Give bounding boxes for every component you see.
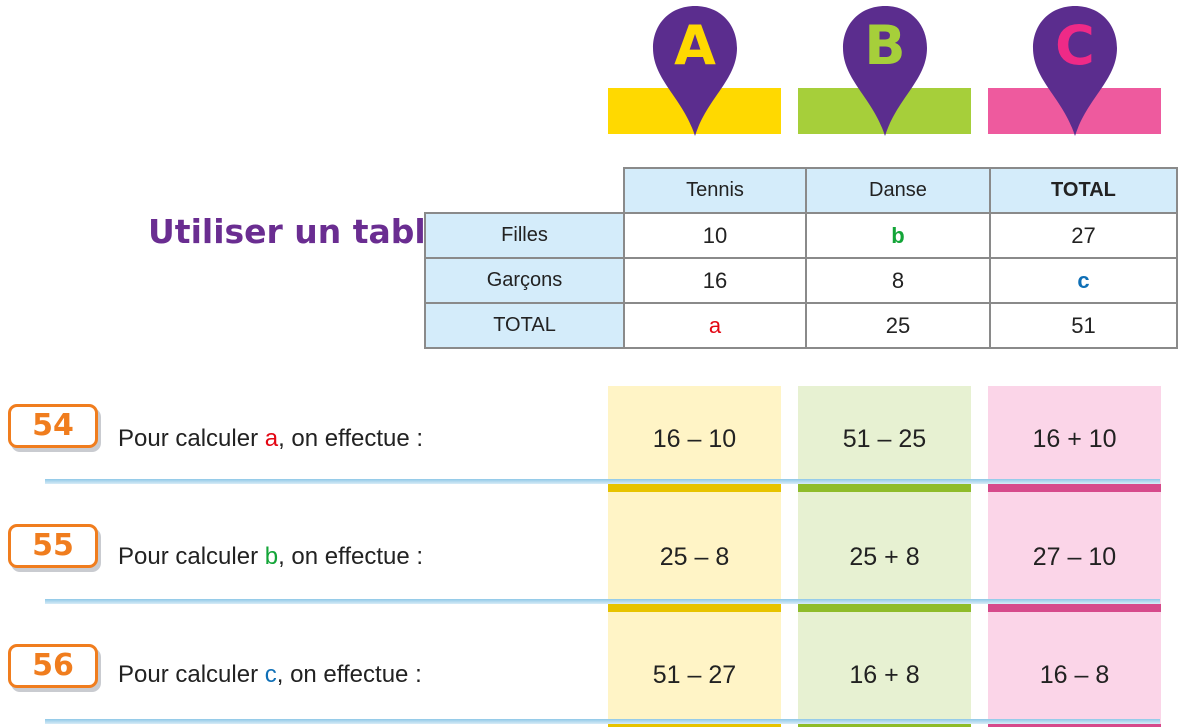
cell-total-danse: 25 xyxy=(805,302,991,349)
row-label-total: TOTAL xyxy=(423,302,626,349)
cell-total-total: 51 xyxy=(988,302,1178,349)
accent-c xyxy=(988,604,1161,612)
header-danse: Danse xyxy=(805,167,991,214)
row-label-garcons: Garçons xyxy=(423,257,626,304)
answer-a-option[interactable]: 16 – 10 xyxy=(652,425,737,453)
accent-a xyxy=(608,484,781,492)
question-suffix: , on effectue : xyxy=(276,661,422,688)
pin-c-letter: C xyxy=(1055,14,1095,77)
cell-filles-danse: b xyxy=(805,212,991,259)
accent-b xyxy=(798,724,971,727)
row-divider xyxy=(45,479,1160,484)
pin-b-letter: B xyxy=(864,14,906,77)
row-divider xyxy=(45,719,1160,724)
question-variable-a: a xyxy=(264,425,279,452)
question-prefix: Pour calculer xyxy=(118,425,265,452)
table-corner xyxy=(425,168,626,214)
question-prefix: Pour calculer xyxy=(118,543,265,570)
cell-garcons-total: c xyxy=(988,257,1178,304)
answer-c-option[interactable]: 27 – 10 xyxy=(1032,543,1117,571)
answer-b-option[interactable]: 16 + 8 xyxy=(849,661,920,689)
question-text: Pour calculer b, on effectue : xyxy=(118,542,423,572)
header-total: TOTAL xyxy=(988,167,1178,214)
cell-filles-tennis: 10 xyxy=(623,212,807,259)
question-text: Pour calculer a, on effectue : xyxy=(118,424,423,454)
question-number-badge: 54 xyxy=(8,404,98,448)
accent-b xyxy=(798,604,971,612)
answer-column-b xyxy=(798,386,971,727)
pin-c-icon: C xyxy=(1029,2,1121,138)
pin-b-icon: B xyxy=(839,2,931,138)
pin-a-letter: A xyxy=(674,14,716,77)
row-divider xyxy=(45,599,1160,604)
answer-c-option[interactable]: 16 – 8 xyxy=(1039,661,1110,689)
table-row: Garçons 16 8 c xyxy=(423,257,1178,304)
question-suffix: , on effectue : xyxy=(278,425,424,452)
answer-b-option[interactable]: 25 + 8 xyxy=(849,543,920,571)
cell-garcons-tennis: 16 xyxy=(623,257,807,304)
cell-filles-total: 27 xyxy=(988,212,1178,259)
answer-column-a xyxy=(608,386,781,727)
question-text: Pour calculer c, on effectue : xyxy=(118,660,422,690)
question-prefix: Pour calculer xyxy=(118,661,265,688)
cell-garcons-danse: 8 xyxy=(805,257,991,304)
answer-column-c xyxy=(988,386,1161,727)
header-tennis: Tennis xyxy=(623,167,807,214)
answer-a-option[interactable]: 25 – 8 xyxy=(659,543,730,571)
answer-a-option[interactable]: 51 – 27 xyxy=(652,661,737,689)
table-row: Filles 10 b 27 xyxy=(423,212,1178,259)
answer-b-option[interactable]: 51 – 25 xyxy=(842,425,927,453)
accent-a xyxy=(608,724,781,727)
answer-c-option[interactable]: 16 + 10 xyxy=(1032,425,1117,453)
question-variable-b: b xyxy=(264,543,279,570)
cell-total-tennis: a xyxy=(623,302,807,349)
data-table: Tennis Danse TOTAL Filles 10 b 27 Garçon… xyxy=(423,167,1178,349)
table-header-row: Tennis Danse TOTAL xyxy=(425,167,1178,214)
accent-a xyxy=(608,604,781,612)
question-variable-c: c xyxy=(264,661,277,688)
accent-b xyxy=(798,484,971,492)
accent-c xyxy=(988,484,1161,492)
question-number-badge: 56 xyxy=(8,644,98,688)
question-number-badge: 55 xyxy=(8,524,98,568)
pin-a-icon: A xyxy=(649,2,741,138)
accent-c xyxy=(988,724,1161,727)
table-row: TOTAL a 25 51 xyxy=(423,302,1178,349)
question-suffix: , on effectue : xyxy=(278,543,424,570)
row-label-filles: Filles xyxy=(423,212,626,259)
